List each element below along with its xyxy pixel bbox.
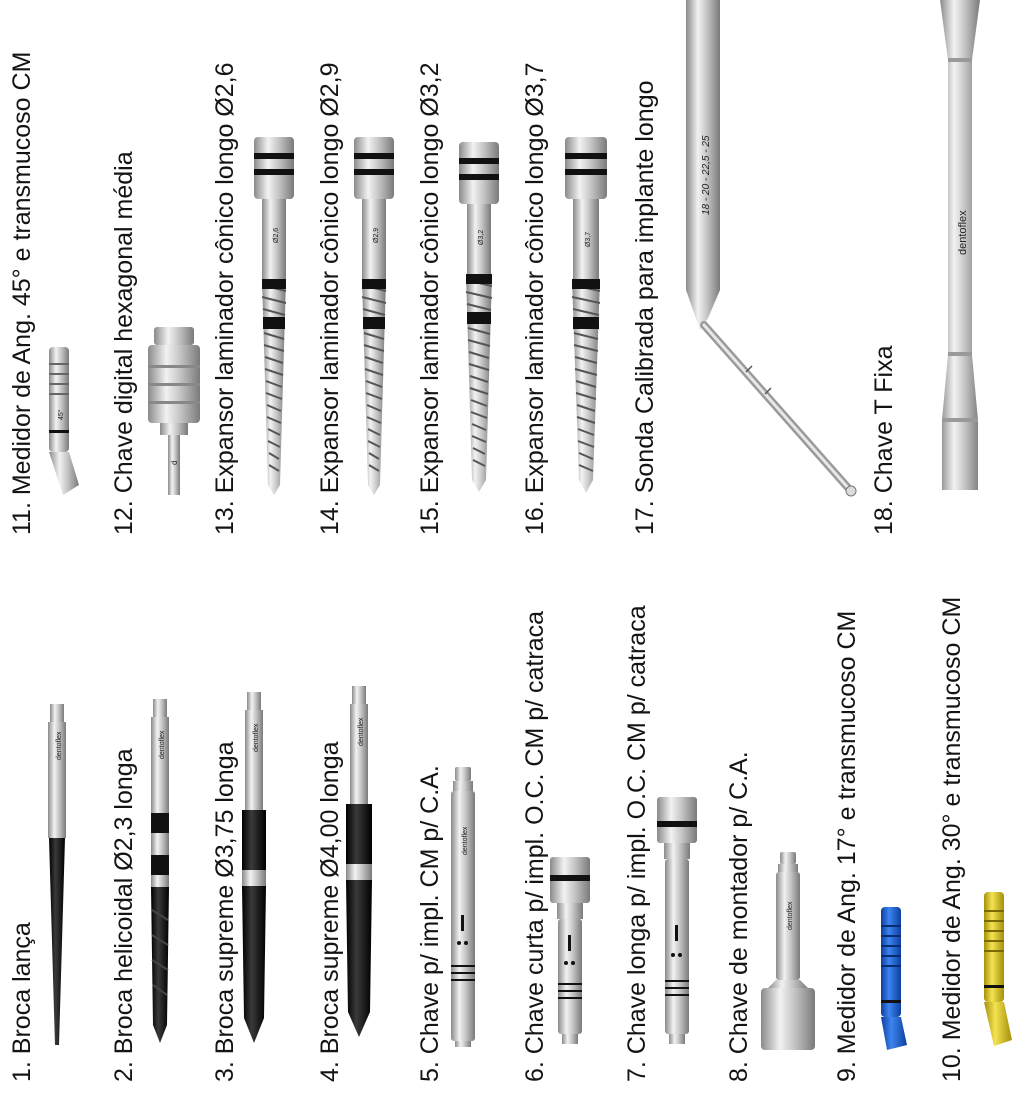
brand-mark: dentoflex <box>56 731 63 760</box>
angle-gauge-30-illustration <box>978 890 1016 1050</box>
brand-mark: dentoflex <box>159 730 166 759</box>
item-15-label: 15. Expansor laminador cônico longo Ø3,2 <box>416 62 444 535</box>
calibrated-probe-illustration: 18 - 20 - 22,5 - 25 <box>680 0 870 505</box>
supreme-drill-375-illustration: dentoflex <box>235 688 275 1048</box>
item-9-label: 9. Medidor de Ang. 17° e transmucoso CM <box>833 610 861 1082</box>
item-6-label: 6. Chave curta p/ impl. O.C. CM p/ catra… <box>521 610 549 1082</box>
item-17-label: 17. Sonda Calibrada para implante longo <box>631 80 659 536</box>
brand-mark: dentoflex <box>957 210 969 255</box>
item-7-label: 7. Chave longa p/ impl. O.C. CM p/ catra… <box>623 605 651 1082</box>
expander-size-mark: Ø3,2 <box>478 230 485 245</box>
item-1-label: 1. Broca lança <box>8 922 36 1082</box>
implant-driver-ca-illustration: dentoflex <box>445 765 485 1050</box>
item-2-label: 2. Broca helicoidal Ø2,3 longa <box>110 748 138 1082</box>
item-13-label: 13. Expansor laminador cônico longo Ø2,6 <box>211 62 239 535</box>
item-10-label: 10. Medidor de Ang. 30° e transmucoso CM <box>938 596 966 1082</box>
helical-drill-illustration: dentoflex <box>143 695 183 1050</box>
mount-driver-illustration: dentoflex <box>758 850 818 1055</box>
expander-32-illustration: Ø3,2 <box>455 140 505 500</box>
item-12-label: 12. Chave digital hexagonal média <box>110 151 138 535</box>
expander-37-illustration: Ø3,7 <box>560 135 614 500</box>
expander-size-mark: Ø3,7 <box>585 232 592 247</box>
brand-mark: dentoflex <box>462 826 469 855</box>
short-driver-illustration <box>548 855 592 1050</box>
brand-mark: dentoflex <box>358 717 365 746</box>
expander-29-illustration: Ø2,9 <box>350 135 400 500</box>
long-driver-illustration <box>655 795 699 1055</box>
gauge-angle-mark: 45° <box>57 409 65 420</box>
spear-drill-illustration: dentoflex <box>40 700 80 1055</box>
brand-mark: dentoflex <box>253 723 260 752</box>
item-18-label: 18. Chave T Fixa <box>870 345 898 535</box>
probe-scale-mark: 18 - 20 - 22,5 - 25 <box>701 135 712 215</box>
item-5-label: 5. Chave p/ impl. CM p/ C.A. <box>416 765 444 1082</box>
angle-gauge-45-illustration: 45° <box>43 345 83 505</box>
item-16-label: 16. Expansor laminador cônico longo Ø3,7 <box>521 62 549 535</box>
hex-digital-key-illustration: d <box>146 325 202 500</box>
svg-text:d: d <box>170 461 179 465</box>
supreme-drill-400-illustration: dentoflex <box>340 682 380 1042</box>
t-wrench-illustration: dentoflex <box>930 0 990 498</box>
item-8-label: 8. Chave de montador p/ C.A. <box>725 751 753 1082</box>
item-11-label: 11. Medidor de Ang. 45° e transmucoso CM <box>8 51 36 535</box>
angle-gauge-17-illustration <box>873 905 913 1055</box>
expander-size-mark: Ø2,9 <box>373 228 380 243</box>
item-14-label: 14. Expansor laminador cônico longo Ø2,9 <box>316 62 344 535</box>
expander-26-illustration: Ø2,6 <box>250 135 300 500</box>
brand-mark: dentoflex <box>787 901 794 930</box>
expander-size-mark: Ø2,6 <box>273 228 280 243</box>
